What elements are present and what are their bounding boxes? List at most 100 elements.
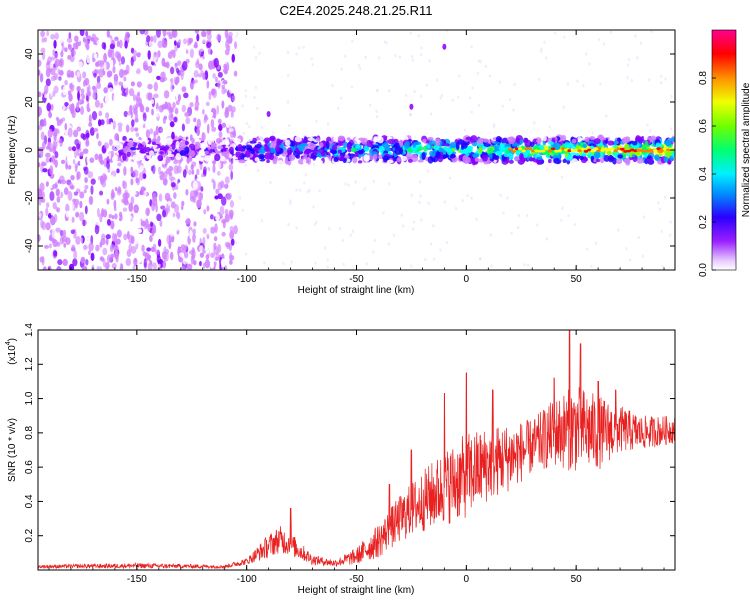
spectrogram-noise-cell bbox=[230, 116, 235, 121]
spectrogram-signal-cell bbox=[148, 150, 155, 156]
spectrogram-noise-cell bbox=[130, 56, 134, 67]
spectrogram-noise-cell bbox=[71, 216, 75, 223]
spectrogram-noise-cell bbox=[90, 252, 95, 262]
spectrogram-signal-cell bbox=[161, 147, 169, 151]
spectrogram-noise-cell bbox=[228, 84, 235, 94]
spectrogram-noise-cell bbox=[117, 53, 122, 62]
spectrogram-noise-cell bbox=[183, 250, 189, 259]
spectrogram-noise-cell bbox=[156, 213, 162, 222]
snr-ytick-label: 1.4 bbox=[24, 323, 35, 337]
spectrogram-noise-cell bbox=[74, 35, 79, 42]
spectrogram-noise-cell bbox=[107, 38, 111, 49]
spectrogram-noise-cell bbox=[207, 47, 212, 55]
spectrogram-noise-cell bbox=[412, 220, 416, 224]
spectrogram-noise-cell bbox=[110, 194, 115, 200]
spectrogram-signal-cell bbox=[363, 154, 369, 162]
spectrogram-noise-cell bbox=[48, 243, 52, 249]
spectrogram-noise-cell bbox=[617, 228, 620, 232]
spectrogram-noise-cell bbox=[212, 73, 216, 79]
spectrogram-noise-cell bbox=[430, 242, 433, 246]
spectrogram-noise-cell bbox=[96, 265, 103, 270]
spectrogram-noise-cell bbox=[128, 202, 134, 213]
spectrogram-noise-cell bbox=[42, 140, 46, 150]
spectrogram-noise-cell bbox=[85, 30, 89, 37]
spectrogram-noise-cell bbox=[114, 36, 119, 41]
spectrogram-signal-cell bbox=[204, 155, 212, 162]
spectrogram-signal-cell bbox=[624, 143, 630, 150]
spectrogram-noise-cell bbox=[202, 228, 207, 234]
spectrogram-noise-cell bbox=[244, 89, 248, 93]
spectrogram-noise-cell bbox=[229, 230, 235, 240]
spectrogram-signal-cell bbox=[524, 147, 529, 151]
spectrogram-xlabel: Height of straight line (km) bbox=[298, 285, 415, 296]
spectrogram-noise-cell bbox=[41, 231, 47, 239]
spectrogram-noise-cell bbox=[218, 112, 224, 119]
spectrogram-noise-cell bbox=[38, 262, 41, 269]
spectrogram-noise-cell bbox=[66, 37, 73, 44]
snr-ytick-label: 0.4 bbox=[24, 494, 35, 508]
spectrogram-signal-cell bbox=[288, 154, 296, 161]
spectrogram-noise-cell bbox=[45, 222, 51, 231]
spectrogram-noise-cell bbox=[63, 242, 67, 248]
spectrogram-noise-cell bbox=[73, 129, 79, 138]
spectrogram-noise-cell bbox=[628, 258, 632, 262]
spectrogram-signal-cell bbox=[577, 149, 582, 152]
spectrogram-signal-cell bbox=[575, 152, 580, 157]
spectrogram-signal-cell bbox=[495, 136, 502, 143]
spectrogram-signal-cell bbox=[346, 137, 351, 141]
spectrogram-noise-cell bbox=[47, 265, 52, 270]
spectrogram-noise-cell bbox=[245, 121, 249, 126]
spectrogram-noise-cell bbox=[73, 198, 80, 206]
spectrogram-noise-cell bbox=[357, 63, 361, 68]
spectrogram-noise-cell bbox=[147, 262, 153, 270]
spectrogram-noise-cell bbox=[223, 183, 229, 189]
spectrogram-noise-cell bbox=[202, 72, 206, 81]
spectrogram-noise-cell bbox=[46, 30, 50, 37]
spectrogram-noise-cell bbox=[51, 229, 57, 239]
spectrogram-noise-cell bbox=[473, 164, 476, 169]
spectrogram-noise-cell bbox=[92, 216, 96, 226]
spectrogram-noise-cell bbox=[203, 209, 207, 215]
spectrogram-noise-cell bbox=[161, 103, 168, 110]
spectrogram-signal-cell bbox=[441, 154, 448, 159]
spectrogram-noise-cell bbox=[217, 181, 223, 191]
spectrogram-signal-cell bbox=[184, 146, 190, 155]
spectrogram-noise-cell bbox=[52, 183, 58, 189]
spectrogram-noise-cell bbox=[206, 41, 212, 49]
spectrogram-noise-cell bbox=[478, 103, 481, 107]
spectrogram-noise-cell bbox=[341, 238, 345, 243]
spectrogram-noise-cell bbox=[38, 212, 42, 219]
spectrogram-noise-cell bbox=[75, 40, 79, 50]
spectrogram-noise-cell bbox=[186, 217, 191, 226]
spectrogram-noise-cell bbox=[47, 128, 53, 138]
spectrogram-noise-cell bbox=[287, 223, 290, 227]
spectrogram-noise-cell bbox=[167, 210, 174, 218]
spectrogram-noise-cell bbox=[244, 252, 248, 256]
spectrogram-signal-cell bbox=[426, 144, 431, 149]
spectrogram-noise-cell bbox=[114, 62, 119, 72]
spectrogram-noise-cell bbox=[119, 263, 123, 269]
spectrogram-noise-cell bbox=[62, 85, 67, 96]
spectrogram-signal-cell bbox=[221, 151, 227, 157]
spectrogram-signal-cell bbox=[610, 147, 615, 151]
spectrogram-noise-cell bbox=[457, 95, 460, 99]
spectrogram-signal-cell bbox=[417, 159, 424, 163]
spectrogram-signal-cell bbox=[310, 145, 315, 151]
spectrogram-signal-cell bbox=[337, 135, 345, 142]
spectrogram-noise-cell bbox=[166, 197, 172, 203]
spectrogram-signal-cell bbox=[337, 149, 342, 154]
spectrogram-noise-cell bbox=[76, 85, 81, 92]
spectrogram-noise-cell bbox=[591, 131, 594, 135]
spectrogram-signal-cell bbox=[653, 149, 658, 153]
spectrogram-noise-cell bbox=[501, 104, 505, 108]
spectrogram-signal-cell bbox=[571, 158, 579, 166]
spectrogram-noise-cell bbox=[419, 94, 423, 98]
spectrogram-noise-cell bbox=[88, 114, 92, 124]
spectrogram-signal-cell bbox=[433, 145, 440, 151]
spectrogram-signal-cell bbox=[649, 149, 655, 152]
spectrogram-signal-cell bbox=[257, 154, 266, 160]
spectrogram-noise-cell bbox=[41, 250, 46, 255]
spectrogram-noise-cell bbox=[90, 185, 94, 195]
spectrogram-noise-cell bbox=[226, 194, 231, 201]
spectrogram-noise-cell bbox=[489, 233, 492, 237]
